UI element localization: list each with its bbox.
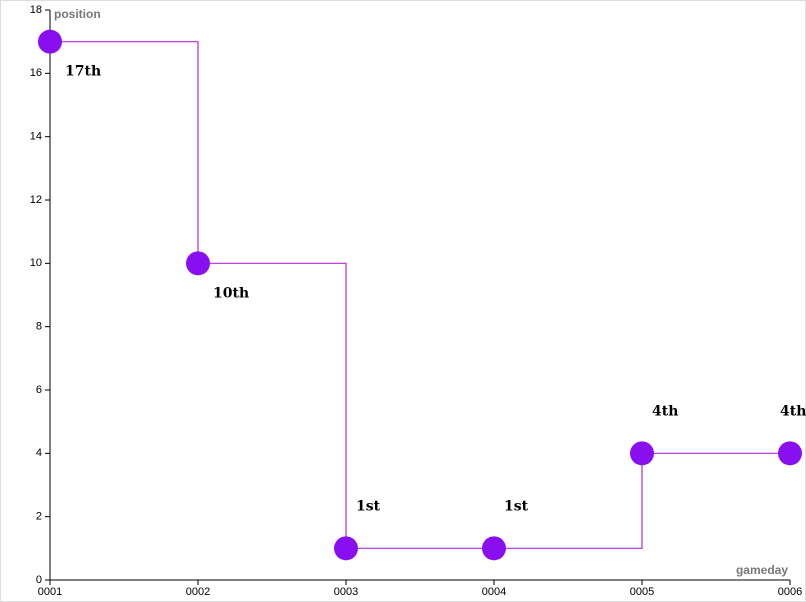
- y-axis-title: position: [54, 7, 101, 21]
- data-label: 17th: [65, 64, 101, 80]
- y-tick-label: 8: [36, 321, 42, 333]
- x-tick-label: 0004: [482, 586, 506, 598]
- x-tick-label: 0001: [38, 586, 62, 598]
- data-label: 4th: [780, 403, 806, 419]
- y-tick-label: 16: [30, 67, 42, 79]
- point: [334, 536, 358, 561]
- point: [38, 29, 62, 54]
- y-tick-label: 12: [30, 194, 42, 206]
- y-tick-label: 0: [36, 574, 42, 586]
- point: [482, 536, 506, 561]
- y-tick-label: 4: [36, 447, 42, 459]
- data-label: 1st: [504, 498, 529, 514]
- data-label: 10th: [213, 285, 249, 301]
- y-tick-label: 6: [36, 384, 42, 396]
- data-label: 1st: [356, 498, 381, 514]
- y-tick-label: 2: [36, 511, 42, 523]
- data-label: 4th: [652, 403, 678, 419]
- point: [778, 441, 802, 466]
- y-tick-label: 10: [30, 257, 42, 269]
- step-line: [50, 41, 790, 549]
- y-tick-label: 18: [30, 4, 42, 16]
- y-tick-label: 14: [30, 131, 42, 143]
- point: [186, 251, 210, 276]
- x-tick-label: 0006: [778, 586, 802, 598]
- x-tick-label: 0002: [186, 586, 210, 598]
- point: [630, 441, 654, 466]
- x-axis-title: gameday: [736, 563, 788, 577]
- x-tick-label: 0003: [334, 586, 358, 598]
- x-tick-label: 0005: [630, 586, 654, 598]
